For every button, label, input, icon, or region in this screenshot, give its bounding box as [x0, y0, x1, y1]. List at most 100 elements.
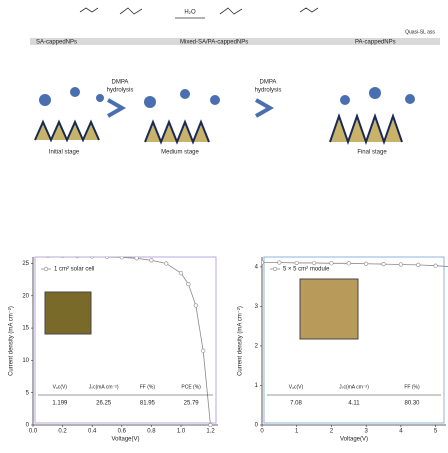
step: DMPA: [260, 80, 277, 86]
x-tick-label: 2: [330, 429, 334, 435]
step: DMPA: [112, 80, 129, 86]
table-header: Jₛc(mA cm⁻²): [339, 384, 369, 390]
x-tick-label: 0.8: [147, 429, 156, 435]
x-tick-label: 1.0: [177, 429, 186, 435]
reagent: H₂O: [184, 10, 196, 16]
data-point: [346, 261, 351, 266]
table-header: Jₛc(mA cm⁻²): [89, 384, 119, 390]
x-tick-label: 1: [295, 429, 299, 435]
data-point: [416, 262, 421, 268]
x-axis-label: Voltage(V): [340, 437, 368, 443]
y-axis-label: Current density (mA cm⁻²): [238, 306, 244, 376]
data-point: [262, 260, 265, 265]
x-tick-label: 4: [399, 429, 403, 435]
jv-curve: [262, 262, 448, 267]
schematic: H₂O Quasi-SL ass SA-cappedNPs Mixed-SA/P…: [30, 7, 440, 156]
y-tick-label: 4: [255, 264, 259, 270]
y-axis-label: Current density (mA cm⁻²): [9, 306, 15, 376]
label: Quasi-SL ass: [405, 29, 435, 35]
data-point: [90, 257, 95, 259]
table-value: 80.30: [404, 401, 420, 407]
x-tick-label: 5: [434, 429, 438, 435]
data-point: [398, 262, 403, 267]
label: SA-cappedNPs: [36, 40, 77, 46]
table-header: Vₒc(V): [53, 384, 68, 390]
data-point: [46, 257, 50, 258]
y-tick-label: 0: [255, 423, 259, 429]
y-tick-label: 2: [255, 344, 259, 350]
data-point: [433, 263, 438, 268]
label: PA-cappedNPs: [355, 40, 396, 46]
table-value: 1.199: [52, 401, 68, 407]
y-tick-label: 5: [26, 390, 30, 396]
data-point: [119, 257, 124, 260]
data-point: [149, 258, 154, 263]
stage: Final stage: [357, 150, 387, 156]
x-tick-label: 3: [364, 429, 368, 435]
table-value: 81.95: [140, 401, 156, 407]
data-point: [277, 260, 282, 265]
data-point: [75, 257, 80, 259]
data-point: [311, 260, 317, 266]
data-point: [294, 260, 299, 266]
x-axis-label: Voltage(V): [111, 437, 139, 443]
particles: [39, 87, 415, 108]
data-point: [381, 262, 386, 267]
y-tick-label: 20: [22, 293, 29, 299]
x-tick-label: 0.2: [58, 429, 67, 435]
plot-area: [262, 260, 448, 268]
data-point: [186, 282, 191, 287]
photo: [299, 278, 359, 340]
table-header: FF (%): [404, 384, 420, 390]
table-header: FF (%): [140, 384, 156, 390]
data-point: [178, 271, 184, 276]
pyramids: [34, 112, 403, 146]
data-point: [201, 348, 206, 353]
table-header: Vₒc(V): [289, 384, 304, 390]
step: hydrolysis: [255, 88, 282, 94]
data-point: [33, 257, 35, 258]
data-point: [134, 257, 139, 261]
step: hydrolysis: [107, 88, 134, 94]
x-tick-label: 1.2: [206, 429, 215, 435]
table-header: PCE (%): [181, 384, 201, 390]
y-tick-label: 3: [255, 304, 259, 310]
x-tick-label: 0.0: [29, 429, 38, 435]
label: Mixed-SA/PA-cappedNPs: [180, 40, 248, 46]
data-point: [60, 257, 65, 258]
legend-marker: [272, 266, 278, 272]
stage: Initial stage: [49, 150, 80, 156]
arrow: [107, 98, 275, 118]
y-tick-label: 25: [22, 261, 29, 267]
data-point: [193, 303, 198, 308]
table-value: 25.79: [184, 401, 200, 407]
table-value: 26.25: [96, 401, 112, 407]
y-tick-label: 15: [22, 326, 29, 332]
molecule: [79, 7, 319, 15]
table-value: 4.11: [348, 401, 360, 407]
y-tick-label: 0: [26, 423, 30, 429]
y-tick-label: 10: [22, 358, 29, 364]
photo: [44, 291, 92, 335]
legend-label: 1 cm² solar cell: [54, 267, 94, 273]
legend-label: 5 × 5 cm² module: [283, 267, 330, 273]
data-point: [364, 261, 369, 266]
data-point: [329, 261, 334, 266]
x-tick-label: 0.4: [88, 429, 97, 435]
legend-marker: [43, 266, 49, 272]
data-point: [104, 257, 110, 259]
plot-area: [33, 257, 213, 427]
plot-frame: [263, 256, 445, 424]
plot-frame: [34, 256, 217, 424]
jv-curve: [103, 257, 211, 426]
stage: Medium stage: [161, 150, 199, 156]
x-tick-label: 0: [260, 429, 264, 435]
data-point: [164, 261, 169, 266]
x-tick-label: 0.6: [118, 429, 127, 435]
bar: [30, 38, 440, 45]
y-tick-label: 1: [255, 383, 259, 389]
data-point: [208, 422, 213, 427]
table-value: 7.08: [290, 401, 302, 407]
